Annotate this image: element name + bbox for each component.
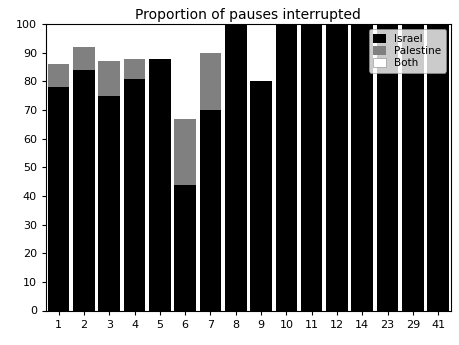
Bar [250,81,271,310]
Bar [123,79,145,310]
Bar [123,59,145,79]
Bar [73,47,95,70]
Bar [48,64,69,87]
Bar [149,59,170,310]
Bar [300,24,322,310]
Bar [73,70,95,311]
Bar [48,24,69,64]
Bar [199,24,221,53]
Bar [48,87,69,310]
Legend: Israel, Palestine, Both: Israel, Palestine, Both [369,29,445,72]
Bar [351,24,372,310]
Bar [98,61,120,96]
Bar [224,24,246,310]
Bar [174,185,196,310]
Title: Proportion of pauses interrupted: Proportion of pauses interrupted [135,8,361,22]
Bar [275,24,297,310]
Bar [98,96,120,310]
Bar [199,53,221,110]
Bar [199,110,221,310]
Bar [376,24,397,310]
Bar [426,24,448,310]
Bar [401,24,423,310]
Bar [325,24,347,310]
Bar [174,119,196,185]
